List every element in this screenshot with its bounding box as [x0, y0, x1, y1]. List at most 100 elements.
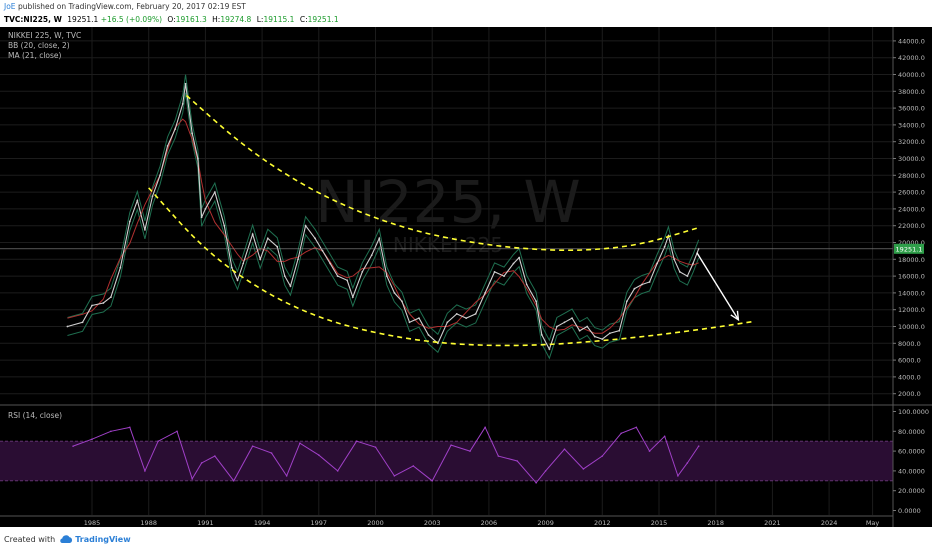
price-line	[67, 83, 700, 351]
price-point	[204, 208, 207, 210]
rsi-band	[0, 441, 893, 481]
price-point	[601, 338, 604, 340]
open-label: O:	[167, 15, 176, 24]
price-point	[370, 254, 373, 256]
time-tick-label: 1985	[84, 519, 101, 527]
time-tick-label: May	[866, 519, 880, 527]
price-point	[608, 332, 611, 335]
price-point	[242, 262, 245, 265]
rsi-point	[200, 462, 203, 464]
author-name[interactable]: JoE	[4, 2, 16, 11]
price-point	[518, 256, 521, 259]
price-point	[625, 300, 628, 303]
rsi-point	[535, 481, 537, 484]
rsi-point	[251, 445, 254, 447]
price-point	[692, 262, 694, 265]
watermark-symbol: NI225, W	[315, 168, 580, 236]
price-point	[556, 325, 558, 328]
price-point	[166, 145, 169, 147]
price-point	[525, 283, 528, 286]
price-point	[159, 174, 161, 177]
ma-line	[67, 118, 699, 334]
price-point	[548, 348, 551, 351]
price-point	[329, 262, 332, 265]
price-point	[401, 300, 403, 303]
rsi-point	[648, 450, 651, 452]
price-point	[361, 271, 364, 273]
price-tick-label: 10000.0	[898, 323, 925, 331]
rsi-point	[393, 475, 396, 477]
rsi-point	[374, 446, 377, 448]
price-point	[304, 224, 307, 227]
ohlc-header: TVC:NI225, W 19251.1 +16.5 (+0.09%) O:19…	[4, 15, 339, 24]
price-point	[151, 195, 154, 198]
arrow-shaft	[696, 252, 739, 321]
rsi-point	[544, 470, 547, 472]
rsi-point	[663, 435, 666, 438]
price-point	[336, 275, 339, 277]
rsi-point	[336, 470, 339, 472]
price-point	[184, 82, 187, 85]
price-point	[351, 296, 354, 298]
rsi-point	[214, 455, 216, 457]
price-point	[571, 317, 573, 319]
time-tick-label: 2000	[367, 519, 384, 527]
rsi-tick-label: 40.0000	[898, 467, 925, 475]
price-point	[535, 300, 538, 303]
rsi-tick-label: 0.0000	[898, 507, 921, 515]
price-point	[276, 245, 279, 248]
rsi-tick-label: 20.0000	[898, 487, 925, 495]
price-tick-label: 28000.0	[898, 172, 925, 180]
price-tick-label: 6000.0	[898, 357, 921, 365]
time-tick-label: 1991	[197, 519, 214, 527]
price-point	[493, 271, 496, 273]
price-point	[314, 237, 316, 240]
price-point	[678, 271, 681, 273]
brand-name: TradingView	[75, 535, 131, 544]
price-tick-label: 18000.0	[898, 256, 925, 264]
rsi-tick-label: 60.0000	[898, 448, 925, 456]
bb-lower-band	[67, 92, 700, 360]
close-value: 19251.1	[307, 15, 339, 24]
price-point	[110, 296, 112, 298]
publish-text: published on TradingView.com, February 2…	[17, 2, 246, 11]
close-label: C:	[299, 15, 308, 24]
rsi-point	[677, 475, 679, 477]
rsi-point	[497, 455, 500, 457]
rsi-point	[450, 444, 452, 446]
legend-ma: MA (21, close)	[8, 51, 62, 60]
price-point	[673, 258, 676, 261]
price-point	[266, 237, 269, 240]
rsi-point	[157, 440, 159, 443]
arrow-head	[730, 310, 740, 322]
high-value: 19274.8	[220, 15, 252, 24]
cloud-icon	[60, 535, 73, 543]
price-point	[297, 258, 299, 261]
time-tick-label: 1994	[254, 519, 271, 527]
price-point	[563, 321, 566, 324]
rsi-point	[620, 432, 622, 435]
price-point	[484, 292, 487, 294]
footer: Created with TradingView	[4, 535, 131, 544]
price-point	[663, 245, 666, 248]
price-point	[236, 279, 239, 282]
price-point	[196, 157, 199, 160]
rsi-point	[144, 470, 146, 472]
last-price-badge	[894, 243, 924, 254]
price-point	[144, 229, 146, 231]
legend-bb: BB (20, close, 2)	[8, 41, 70, 50]
price-tick-label: 32000.0	[898, 138, 925, 146]
price-tick-label: 12000.0	[898, 306, 925, 314]
rsi-point	[582, 468, 585, 470]
price-tick-label: 44000.0	[898, 37, 925, 45]
created-with-label: Created with	[4, 535, 56, 544]
watermark-name: NIKKEI 225	[393, 233, 503, 257]
price-point	[648, 281, 651, 283]
time-tick-label: 2003	[424, 519, 441, 527]
tradingview-logo[interactable]: TradingView	[59, 535, 131, 544]
rsi-point	[232, 480, 235, 482]
price-point	[455, 313, 458, 315]
price-point	[321, 250, 324, 252]
price-point	[578, 329, 581, 332]
